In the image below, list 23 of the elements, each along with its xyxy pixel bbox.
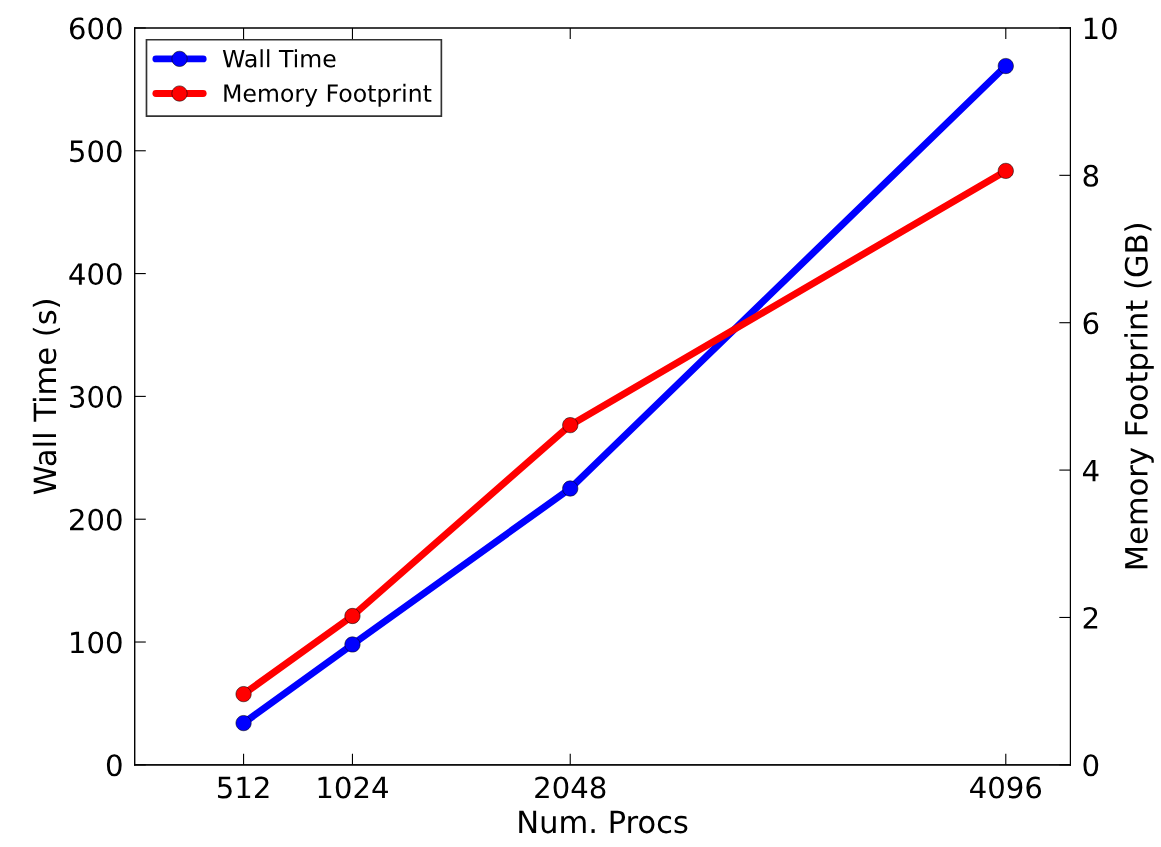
y-tick-label: 300 bbox=[70, 385, 122, 408]
point bbox=[562, 417, 579, 434]
legend-label: Memory Footprint bbox=[224, 83, 432, 107]
y-tick-label: 500 bbox=[70, 140, 122, 163]
y-axis-title: Wall Time (s) bbox=[32, 300, 61, 495]
y-tick-label: 200 bbox=[70, 508, 122, 531]
x-axis-title: Num. Procs bbox=[519, 810, 688, 834]
y2-tick-label: 8 bbox=[1083, 164, 1099, 187]
x-tick-label: 1024 bbox=[318, 776, 388, 799]
y2-axis-title: Memory Footprint (GB) bbox=[1124, 224, 1154, 569]
legend-label: Wall Time bbox=[222, 49, 336, 68]
y-tick-label: 400 bbox=[69, 263, 122, 286]
x-tick-label: 2048 bbox=[535, 776, 606, 799]
y2-tick-label: 0 bbox=[1083, 754, 1099, 777]
x-tick-label: 512 bbox=[217, 776, 269, 799]
y2-tick-label: 4 bbox=[1082, 459, 1099, 482]
y-tick-label: 600 bbox=[69, 17, 122, 40]
y2-tick-label: 6 bbox=[1083, 312, 1099, 335]
y-tick-label: 0 bbox=[106, 754, 122, 777]
y2-tick-label: 10 bbox=[1084, 17, 1117, 40]
y-tick-label: 100 bbox=[71, 631, 122, 654]
y2-tick-label: 2 bbox=[1083, 606, 1098, 629]
x-tick-label: 4096 bbox=[970, 776, 1042, 799]
